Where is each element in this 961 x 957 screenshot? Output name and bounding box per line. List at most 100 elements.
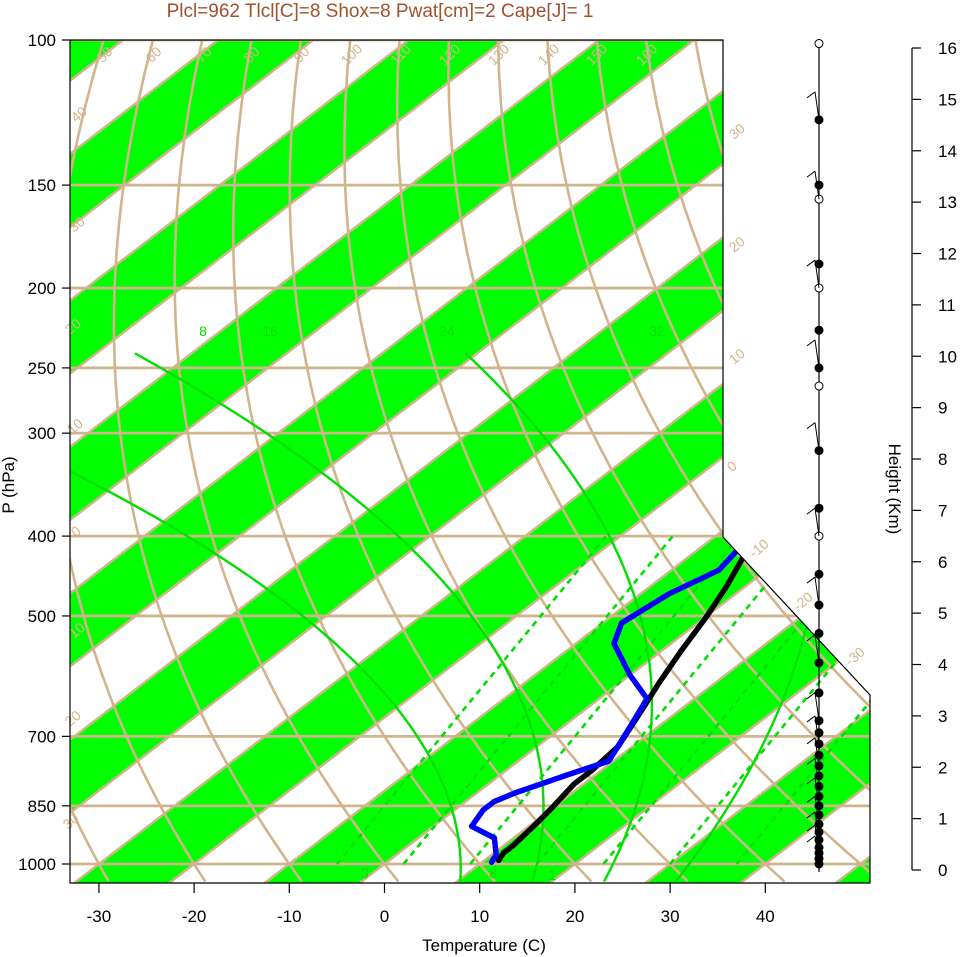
wind-barb — [814, 339, 820, 368]
height-tick-label: 14 — [938, 142, 957, 161]
pressure-tick-label: 300 — [28, 424, 56, 443]
mixing-ratio-line — [669, 535, 870, 865]
wind-level-marker — [814, 180, 824, 190]
wind-level-marker — [814, 503, 824, 513]
temperature-tick-label: -30 — [87, 907, 112, 926]
height-axis-label: Height (Km) — [885, 444, 904, 535]
wind-barb-feather — [806, 737, 816, 745]
isotherm-line — [339, 40, 870, 883]
wind-level-marker — [814, 39, 824, 49]
wind-barb — [814, 422, 820, 451]
wind-barb-feather — [806, 576, 816, 584]
isotherm-label: 20 — [62, 707, 84, 729]
isotherm-line — [70, 40, 78, 883]
wind-profile — [806, 39, 824, 872]
wind-barb-feather — [806, 507, 816, 515]
temperature-tick-label: 0 — [380, 907, 389, 926]
chart-title: Plcl=962 Tlcl[C]=8 Shox=8 Pwat[cm]=2 Cap… — [167, 1, 594, 22]
wind-barb — [814, 692, 820, 721]
mixing-ratio-line — [469, 535, 741, 865]
mixing-ratio-line — [402, 535, 674, 865]
temperature-band — [70, 40, 553, 883]
wind-level-marker — [814, 843, 824, 853]
wind-level-marker — [814, 569, 824, 579]
wind-level-marker — [814, 728, 824, 738]
height-tick-label: 15 — [938, 90, 957, 109]
isotherm-label: -10 — [746, 535, 772, 560]
temperature-tick-label: -20 — [182, 907, 207, 926]
wind-level-marker — [814, 750, 824, 760]
wind-barb-feather — [806, 795, 816, 803]
y-axis-label: P (hPa) — [0, 456, 18, 513]
wind-level-marker — [814, 810, 824, 820]
isotherm-line — [70, 40, 840, 883]
dry-adiabat-line — [546, 40, 870, 883]
isotherm-line — [70, 40, 459, 883]
height-tick-label: 10 — [938, 347, 957, 366]
x-axis-label: Temperature (C) — [422, 936, 546, 955]
isotherm-label: 10 — [726, 345, 748, 367]
pressure-tick-label: 250 — [28, 359, 56, 378]
pressure-tick-label: 500 — [28, 607, 56, 626]
pressure-tick-label: 700 — [28, 727, 56, 746]
moist-adiabat-line — [134, 352, 545, 882]
dry-adiabat-line — [496, 40, 870, 883]
wind-barb-feather — [806, 339, 816, 347]
isotherm-label: 0 — [724, 457, 740, 474]
temperature-band — [70, 40, 744, 883]
isotherm-line — [70, 40, 870, 883]
mixing-ratio-line — [535, 535, 808, 865]
mixing-ratio-label: 3 — [361, 865, 369, 881]
mixing-ratio-line — [735, 535, 870, 865]
temperature-axis: -30 -20 -10 0 10 20 30 40 — [87, 883, 775, 926]
mixing-ratio-label: 8 — [199, 323, 207, 339]
temperature-tick-label: -10 — [277, 907, 302, 926]
height-tick-label: 9 — [938, 399, 947, 418]
wind-level-marker — [814, 325, 824, 335]
wind-barb — [814, 777, 820, 806]
wind-barb — [814, 508, 820, 537]
mixing-ratio-label: 1 — [548, 867, 556, 883]
pressure-axis: 100 150 200 250 300 400 500 700 850 1000 — [18, 31, 70, 874]
isotherm-line — [70, 40, 870, 883]
isotherm-line — [70, 40, 554, 883]
isotherm-line — [70, 40, 364, 883]
isotherm-line — [70, 40, 649, 883]
mixing-ratio-label: 16 — [262, 323, 278, 339]
temperature-tick-label: 40 — [756, 907, 775, 926]
wind-barb-feather — [806, 757, 816, 765]
wind-barb-feather — [806, 259, 816, 267]
isotherm-label: 140 — [535, 40, 563, 68]
wind-barb-feather — [806, 422, 816, 430]
isotherm-line — [70, 40, 268, 883]
isotherm-line — [625, 40, 870, 883]
dry-adiabat-line — [231, 40, 496, 883]
pressure-tick-label: 150 — [28, 176, 56, 195]
temperature-band — [435, 40, 870, 883]
wind-barb-feather — [806, 634, 816, 642]
wind-barb — [814, 576, 820, 606]
moist-adiabat-line — [70, 352, 462, 882]
isotherm-line — [434, 40, 870, 883]
isotherm-label: -30 — [842, 643, 868, 668]
plot-border — [69, 39, 871, 884]
wind-level-marker — [814, 259, 824, 269]
temperature-band — [70, 40, 870, 883]
height-tick-label: 7 — [938, 501, 947, 520]
wind-level-marker — [814, 771, 824, 781]
wind-barb-feather — [806, 835, 816, 843]
height-tick-label: 6 — [938, 553, 947, 572]
isotherm-label: 60 — [142, 43, 164, 65]
dry-adiabat-line — [112, 40, 303, 883]
isotherm-label: 20 — [726, 233, 748, 255]
mixing-ratio-label: 32 — [649, 323, 665, 339]
height-tick-label: 13 — [938, 193, 957, 212]
temperature-tick-label: 30 — [661, 907, 680, 926]
mixing-ratio-label: 8 — [489, 865, 497, 881]
mixing-ratio-label: 24 — [439, 323, 455, 339]
dry-adiabat-line — [595, 40, 870, 883]
height-tick-label: 1 — [938, 810, 947, 829]
wind-level-marker — [814, 827, 824, 837]
isotherm-label: 30 — [60, 810, 82, 832]
